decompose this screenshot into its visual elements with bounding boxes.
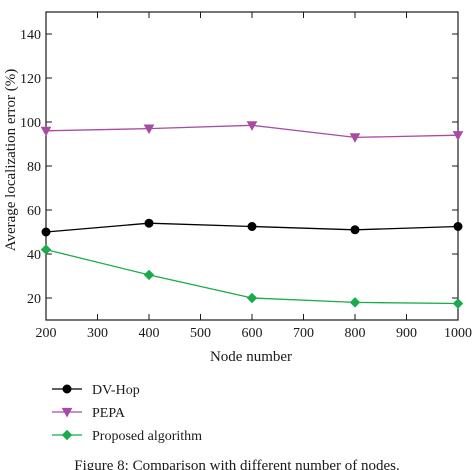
y-tick-label: 40 [27,248,41,263]
data-point-proposed-algorithm [143,269,155,281]
data-point-pepa [143,124,155,135]
x-tick-label: 500 [190,326,211,341]
series-pepa [40,121,464,143]
y-tick-label: 20 [27,292,41,307]
x-axis-label: Node number [210,349,292,365]
y-tick-label: 120 [20,72,41,87]
x-tick-label: 700 [293,326,314,341]
legend-label: Proposed algorithm [92,429,202,444]
legend-label: DV-Hop [92,383,140,398]
legend-label: PEPA [92,406,126,421]
plot-series [40,121,464,309]
data-point-proposed-algorithm [246,292,258,304]
legend-marker-dv-hop [62,384,72,394]
x-tick-label: 900 [396,326,417,341]
axes-frame [45,11,459,321]
figure-caption: Figure 8: Comparison with different numb… [74,458,400,470]
legend-marker-proposed-algorithm [61,429,73,441]
data-point-dv-hop [247,222,257,231]
data-point-pepa [246,121,258,131]
y-tick-label: 140 [20,28,41,43]
legend-marker-pepa [61,407,73,418]
data-point-pepa [349,133,361,143]
data-point-dv-hop [350,225,360,235]
data-point-dv-hop [144,218,154,228]
legend: DV-Hop PEPA Proposed algorithm [52,383,202,444]
y-tick-label: 60 [27,204,41,219]
series-dv-hop [41,218,463,237]
series-proposed-algorithm [40,244,464,309]
data-point-proposed-algorithm [40,244,52,255]
y-axis-label: Average localization error (%) [3,69,19,252]
x-tick-label: 600 [242,326,263,341]
x-tick-label: 400 [139,326,160,341]
x-tick-label: 1000 [444,326,472,341]
x-tick-label: 800 [345,326,366,341]
x-axis: 200 300 400 500 600 700 800 900 1000 [36,12,472,341]
data-point-dv-hop [453,222,463,231]
y-tick-label: 100 [20,116,41,131]
plot-area-border [45,11,459,321]
data-point-pepa [40,126,52,137]
x-tick-label: 300 [87,326,108,341]
y-tick-label: 80 [27,160,41,175]
y-axis: 20 40 60 80 100 120 140 [20,28,458,307]
data-point-proposed-algorithm [452,298,464,309]
data-point-dv-hop [41,227,51,237]
data-point-pepa [452,131,464,141]
data-point-proposed-algorithm [349,297,361,308]
x-tick-label: 200 [36,326,57,341]
